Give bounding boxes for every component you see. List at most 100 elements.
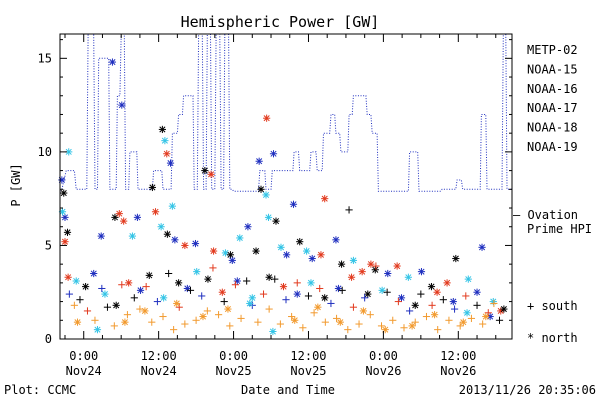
- y-tick-label: 5: [45, 238, 52, 252]
- data-point-noaa-19-north: [64, 273, 72, 281]
- data-point-noaa-18-south: [123, 311, 132, 319]
- data-point-noaa-18-south: [226, 322, 234, 330]
- data-point-noaa-15-south: [327, 299, 335, 308]
- data-point-noaa-18-north: [121, 318, 129, 326]
- data-point-noaa-15-north: [293, 290, 301, 298]
- data-point-metp-02-north: [163, 230, 171, 238]
- x-tick-label-date: Nov25: [290, 364, 326, 378]
- data-point-noaa-18-south: [237, 314, 245, 323]
- data-point-noaa-19-north: [263, 114, 271, 122]
- data-point-noaa-19-north: [115, 210, 123, 218]
- x-tick-label-date: Nov26: [440, 364, 476, 378]
- data-point-metp-02-north: [60, 189, 68, 197]
- data-point-noaa-15-north: [61, 213, 69, 221]
- data-point-noaa-18-south: [355, 320, 363, 328]
- data-point-noaa-18-south: [214, 311, 223, 319]
- data-point-noaa-19-north: [181, 241, 189, 250]
- data-point-noaa-15-north: [289, 200, 298, 208]
- data-point-metp-02-north: [226, 251, 235, 259]
- data-point-noaa-16-north: [464, 275, 472, 283]
- footer-plot-credit: Plot: CCMC: [4, 383, 76, 397]
- data-point-noaa-16-north: [489, 297, 497, 306]
- data-point-noaa-18-south: [321, 318, 329, 326]
- data-point-metp-02-south: [338, 286, 346, 294]
- data-point-noaa-18-south: [389, 316, 397, 324]
- data-point-noaa-18-north: [314, 303, 322, 311]
- data-point-noaa-15-north: [108, 58, 117, 66]
- x-tick-label-date: Nov24: [141, 364, 177, 378]
- data-point-noaa-15-north: [171, 236, 179, 244]
- data-point-noaa-18-north: [430, 311, 439, 319]
- data-point-noaa-18-south: [490, 299, 498, 308]
- data-point-noaa-16-north: [264, 213, 273, 221]
- data-point-noaa-16-north: [307, 279, 315, 287]
- data-point-noaa-16-north: [269, 327, 277, 336]
- data-point-noaa-19-south: [462, 292, 470, 300]
- data-point-noaa-15-north: [308, 254, 316, 263]
- data-point-noaa-18-south: [456, 322, 464, 330]
- data-point-noaa-18-south: [148, 318, 156, 326]
- data-point-noaa-18-north: [381, 326, 389, 334]
- legend-entry-noaa-16: NOAA-16: [527, 82, 578, 96]
- data-point-noaa-19-north: [367, 260, 375, 268]
- data-point-noaa-18-north: [224, 305, 232, 313]
- y-tick-label: 0: [45, 332, 52, 346]
- data-point-noaa-15-south: [282, 296, 290, 304]
- data-point-noaa-19-south: [209, 264, 217, 272]
- data-point-noaa-16-north: [161, 137, 169, 145]
- data-point-metp-02-north: [427, 283, 436, 291]
- data-point-noaa-18-north: [173, 299, 181, 308]
- data-point-noaa-18-south: [91, 316, 99, 324]
- data-point-noaa-15-south: [450, 305, 459, 313]
- data-point-noaa-15-north: [118, 101, 126, 109]
- data-point-noaa-18-south: [310, 309, 318, 317]
- data-point-noaa-15-north: [90, 269, 98, 278]
- data-point-metp-02-north: [371, 266, 379, 274]
- data-point-noaa-19-south: [484, 309, 492, 317]
- data-point-noaa-15-north: [228, 256, 236, 265]
- data-point-noaa-19-north: [317, 251, 325, 259]
- data-point-noaa-19-north: [120, 217, 128, 225]
- legend-symbol-north: * north: [527, 331, 578, 345]
- data-point-noaa-18-south: [434, 326, 442, 334]
- data-point-metp-02-north: [272, 217, 280, 225]
- data-point-noaa-15-south: [153, 297, 161, 306]
- data-point-metp-02-north: [145, 271, 153, 279]
- data-point-noaa-18-north: [408, 322, 416, 330]
- legend: METP-02 NOAA-15 NOAA-16 NOAA-17 NOAA-18 NOAA-…: [513, 43, 592, 345]
- data-point-noaa-15-south: [98, 284, 106, 293]
- data-point-noaa-18-south: [288, 312, 296, 321]
- data-point-noaa-15-north: [384, 269, 392, 278]
- data-point-noaa-19-south: [118, 281, 126, 289]
- data-point-noaa-19-south: [316, 284, 324, 293]
- data-point-noaa-19-north: [125, 279, 133, 287]
- data-point-noaa-16-north: [193, 268, 201, 276]
- data-point-noaa-16-north: [168, 202, 176, 210]
- x-tick-label-date: Nov26: [365, 364, 401, 378]
- data-point-metp-02-south: [186, 286, 195, 294]
- data-point-noaa-16-north: [404, 273, 412, 281]
- data-point-noaa-18-north: [336, 318, 344, 326]
- x-tick-label-date: Nov25: [215, 364, 251, 378]
- data-point-noaa-18-south: [170, 326, 178, 334]
- data-point-metp-02-south: [304, 292, 313, 300]
- data-point-noaa-18-south: [110, 322, 118, 330]
- data-point-metp-02-north: [112, 301, 120, 309]
- data-point-metp-02-south: [165, 269, 173, 278]
- data-point-noaa-15-south: [198, 292, 206, 300]
- data-point-metp-02-north: [111, 213, 119, 221]
- data-point-noaa-16-north: [72, 277, 80, 285]
- data-point-metp-02-north: [81, 283, 90, 291]
- data-point-metp-02-north: [337, 260, 346, 268]
- data-point-metp-02-south: [439, 296, 447, 304]
- data-point-noaa-15-north: [449, 297, 457, 306]
- data-point-noaa-15-south: [65, 290, 73, 298]
- data-point-noaa-16-north: [463, 309, 471, 317]
- data-point-noaa-19-north: [393, 262, 401, 270]
- data-point-noaa-18-south: [344, 326, 352, 334]
- data-point-metp-02-north: [148, 183, 156, 192]
- data-point-noaa-16-north: [236, 234, 244, 242]
- data-point-noaa-19-north: [279, 283, 288, 291]
- data-point-noaa-18-north: [359, 307, 368, 315]
- data-point-noaa-16-north: [157, 223, 165, 231]
